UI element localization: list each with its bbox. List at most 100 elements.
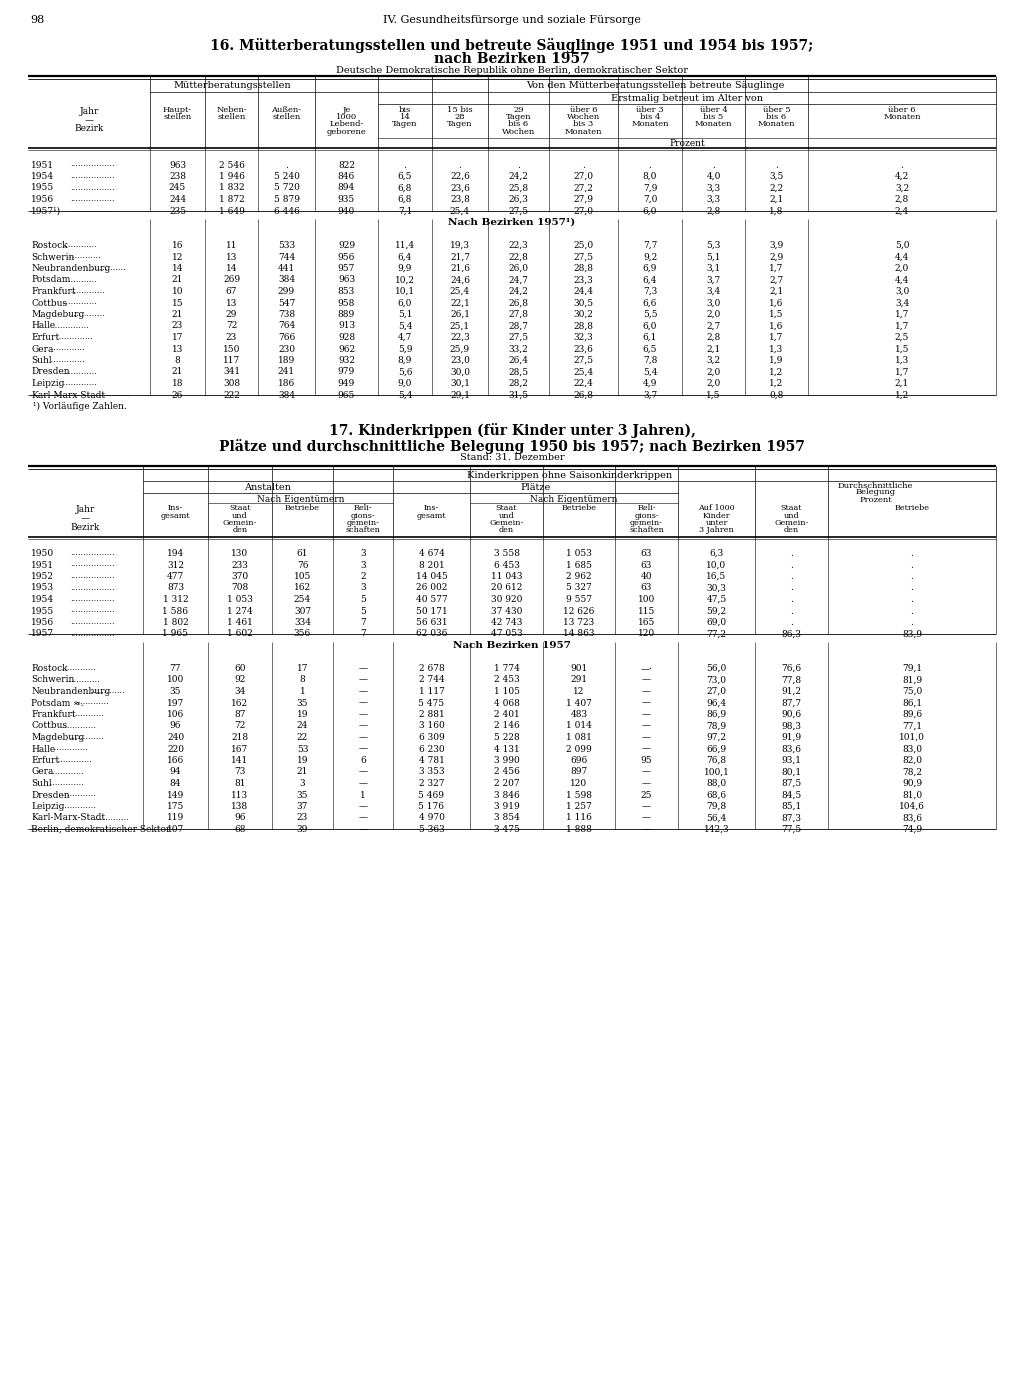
Text: Suhl: Suhl: [31, 779, 51, 787]
Text: 5,1: 5,1: [707, 252, 721, 262]
Text: 10,1: 10,1: [395, 286, 415, 296]
Text: Stand: 31. Dezember: Stand: 31. Dezember: [460, 454, 564, 462]
Text: 94: 94: [170, 768, 181, 776]
Text: den: den: [499, 526, 514, 534]
Text: 92: 92: [234, 675, 246, 685]
Text: 2,0: 2,0: [707, 368, 721, 376]
Text: Betriebe: Betriebe: [895, 505, 930, 512]
Text: Leipzig: Leipzig: [31, 801, 65, 811]
Text: .............: .............: [60, 275, 97, 284]
Text: .................: .................: [70, 561, 115, 569]
Text: den: den: [232, 526, 248, 534]
Text: 30,0: 30,0: [450, 368, 470, 376]
Text: Staat: Staat: [229, 505, 251, 512]
Text: 20 612: 20 612: [490, 584, 522, 592]
Text: Cottbus: Cottbus: [31, 721, 68, 731]
Text: 1: 1: [300, 686, 305, 696]
Text: 341: 341: [223, 368, 240, 376]
Text: 1 461: 1 461: [227, 619, 253, 627]
Text: 8: 8: [300, 675, 305, 685]
Text: 2,8: 2,8: [707, 206, 721, 216]
Text: —: —: [81, 515, 90, 523]
Text: 21: 21: [297, 768, 308, 776]
Text: 235: 235: [169, 206, 186, 216]
Text: 22,1: 22,1: [451, 299, 470, 307]
Text: 142,3: 142,3: [703, 825, 729, 835]
Text: Mütterberatungsstellen: Mütterberatungsstellen: [174, 82, 291, 90]
Text: 1 116: 1 116: [566, 814, 592, 822]
Text: über 6: über 6: [569, 107, 597, 113]
Text: 26 002: 26 002: [416, 584, 447, 592]
Text: 81: 81: [234, 779, 246, 787]
Text: 22,3: 22,3: [509, 241, 528, 251]
Text: 6,0: 6,0: [643, 206, 657, 216]
Text: 1 965: 1 965: [163, 630, 188, 638]
Text: 2,5: 2,5: [895, 334, 909, 342]
Text: 86,1: 86,1: [902, 699, 922, 707]
Text: 90,9: 90,9: [902, 779, 922, 787]
Text: 117: 117: [223, 356, 240, 365]
Text: 25,0: 25,0: [573, 241, 594, 251]
Text: 1,6: 1,6: [769, 299, 783, 307]
Text: .............: .............: [65, 252, 101, 260]
Text: 241: 241: [278, 368, 295, 376]
Text: 28,8: 28,8: [573, 321, 594, 331]
Text: .: .: [582, 161, 585, 169]
Text: .............: .............: [56, 334, 92, 340]
Text: 26,8: 26,8: [509, 299, 528, 307]
Text: 1: 1: [360, 790, 366, 800]
Text: 1,7: 1,7: [769, 334, 783, 342]
Text: gemein-: gemein-: [346, 519, 380, 527]
Text: 3: 3: [360, 561, 366, 569]
Text: 23,6: 23,6: [573, 345, 594, 353]
Text: 4 781: 4 781: [419, 756, 444, 765]
Text: und: und: [232, 512, 248, 520]
Text: 197: 197: [167, 699, 184, 707]
Text: 6,8: 6,8: [397, 195, 413, 203]
Text: 4 674: 4 674: [419, 549, 444, 558]
Text: 25,4: 25,4: [450, 286, 470, 296]
Text: über 4: über 4: [699, 107, 727, 113]
Text: 29,1: 29,1: [450, 390, 470, 400]
Text: 1957¹): 1957¹): [31, 206, 61, 216]
Text: 5: 5: [360, 606, 366, 616]
Text: 1 117: 1 117: [419, 686, 444, 696]
Text: .............: .............: [59, 790, 96, 799]
Text: Belegung: Belegung: [855, 489, 896, 497]
Text: 66,9: 66,9: [707, 745, 727, 753]
Text: 3,0: 3,0: [707, 299, 721, 307]
Text: 81,9: 81,9: [902, 675, 922, 685]
Text: .............: .............: [60, 379, 97, 388]
Text: .................: .................: [70, 206, 115, 215]
Text: 307: 307: [294, 606, 311, 616]
Text: 40: 40: [641, 572, 652, 581]
Text: 63: 63: [641, 549, 652, 558]
Text: 3,7: 3,7: [707, 275, 721, 285]
Text: 1,7: 1,7: [769, 264, 783, 273]
Text: 24,7: 24,7: [509, 275, 528, 285]
Text: 29: 29: [226, 310, 238, 318]
Text: Gemein-: Gemein-: [223, 519, 257, 527]
Text: 162: 162: [294, 584, 311, 592]
Text: 5 879: 5 879: [273, 195, 299, 203]
Text: Nach Eigentümern: Nach Eigentümern: [257, 494, 344, 504]
Text: .................: .................: [70, 195, 115, 203]
Text: 19,3: 19,3: [450, 241, 470, 251]
Text: .: .: [910, 549, 913, 558]
Text: —: —: [358, 699, 368, 707]
Text: 68,6: 68,6: [707, 790, 727, 800]
Text: 22,3: 22,3: [451, 334, 470, 342]
Text: 7: 7: [360, 619, 366, 627]
Text: .............: .............: [60, 241, 97, 249]
Text: 23,6: 23,6: [451, 184, 470, 192]
Text: 96: 96: [234, 814, 246, 822]
Text: Nach Bezirken 1957: Nach Bezirken 1957: [453, 641, 571, 649]
Text: 979: 979: [338, 368, 355, 376]
Text: 72: 72: [234, 721, 246, 731]
Text: 17. Kinderkrippen (für Kinder unter 3 Jahren),: 17. Kinderkrippen (für Kinder unter 3 Ja…: [329, 424, 695, 439]
Text: 69,0: 69,0: [707, 619, 727, 627]
Text: —: —: [358, 675, 368, 685]
Text: 30,1: 30,1: [450, 379, 470, 388]
Text: 1,5: 1,5: [707, 390, 721, 400]
Text: 962: 962: [338, 345, 355, 353]
